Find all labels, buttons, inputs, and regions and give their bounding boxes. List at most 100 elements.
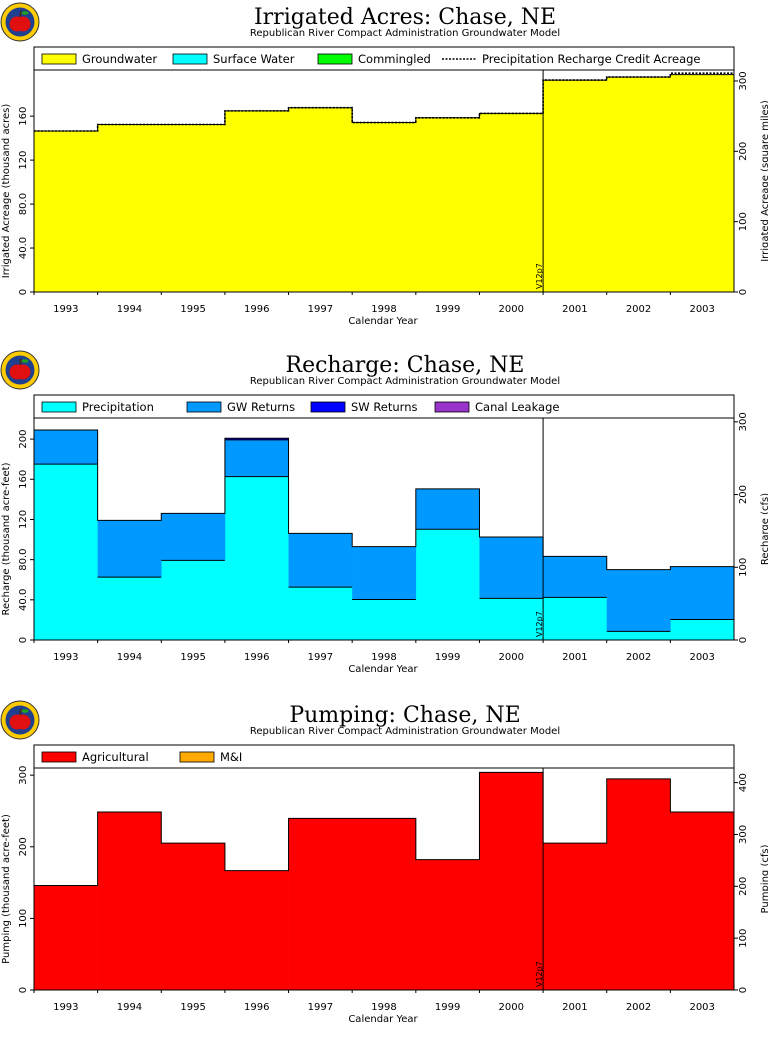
chart-title: Irrigated Acres: Chase, NE bbox=[254, 5, 556, 30]
bar-1996 bbox=[224, 476, 289, 640]
bar-2000 bbox=[479, 598, 544, 640]
x-tick-label: 1994 bbox=[117, 652, 142, 663]
logo-apple-right bbox=[15, 714, 31, 730]
series-precipitation bbox=[34, 464, 735, 640]
legend-label: SW Returns bbox=[351, 400, 417, 414]
bar-1994 bbox=[97, 124, 162, 292]
bar-1994 bbox=[97, 577, 162, 640]
y-tick-label: 0 bbox=[18, 289, 29, 295]
bar-1997 bbox=[288, 533, 353, 588]
bar-2003 bbox=[670, 619, 735, 640]
bar-1996 bbox=[224, 438, 289, 440]
x-tick-label: 2003 bbox=[689, 1002, 714, 1013]
bar-1994 bbox=[97, 811, 162, 990]
y2-tick-label: 0 bbox=[738, 637, 749, 643]
bar-1999 bbox=[415, 529, 480, 640]
y2-tick-label: 200 bbox=[738, 142, 749, 161]
y-axis-left: 0 100 200 300 bbox=[18, 766, 34, 993]
x-tick-label: 1999 bbox=[435, 1002, 460, 1013]
plot-frame bbox=[33, 46, 735, 293]
x-tick-label: 2000 bbox=[499, 652, 524, 663]
legend-label: Agricultural bbox=[82, 750, 149, 764]
plot-frame bbox=[33, 744, 735, 991]
y-tick-label: 300 bbox=[18, 766, 29, 785]
chart-subtitle: Republican River Compact Administration … bbox=[250, 726, 560, 737]
credit-acreage-line bbox=[34, 72, 734, 132]
chart-subtitle: Republican River Compact Administration … bbox=[250, 376, 560, 387]
y-tick-label: 160 bbox=[18, 107, 29, 126]
legend-label: GW Returns bbox=[227, 400, 295, 414]
x-tick-label: 1993 bbox=[53, 652, 78, 663]
y-tick-label: 120 bbox=[18, 510, 29, 529]
bar-2002 bbox=[606, 77, 671, 292]
y-tick-label: 200 bbox=[18, 837, 29, 856]
bar-2000 bbox=[479, 772, 544, 990]
x-axis: 1993 1994 1995 1996 1997 1998 1999 2000 2001 2002… bbox=[33, 990, 715, 1013]
y-tick-label: 80.0 bbox=[18, 193, 29, 215]
x-tick-label: 2003 bbox=[689, 304, 714, 315]
irrigated-acres-panel: Irrigated Acres: Chase, NE Republican Riv… bbox=[0, 0, 768, 340]
legend-label: Groundwater bbox=[82, 52, 157, 66]
x-tick-label: 1995 bbox=[180, 1002, 205, 1013]
legend: Precipitation GW Returns SW Returns Canal L… bbox=[41, 400, 559, 414]
legend-label: M&I bbox=[220, 750, 242, 764]
logo-stem bbox=[19, 10, 22, 18]
legend: Agricultural M&I bbox=[41, 750, 242, 764]
legend-label: Precipitation Recharge Credit Acreage bbox=[482, 52, 701, 66]
y-axis-label: Pumping (thousand acre-feet) bbox=[1, 814, 12, 964]
y2-tick-label: 100 bbox=[738, 929, 749, 948]
version-marker-label: V12p7 bbox=[535, 263, 544, 289]
legend-swatch bbox=[179, 751, 215, 763]
logo-leaf bbox=[21, 359, 29, 363]
y-axis-label: Irrigated Acreage (thousand acres) bbox=[1, 104, 12, 279]
y-axis-right: 0 100 200 300 bbox=[734, 412, 749, 643]
y-tick-label: 0 bbox=[18, 987, 29, 993]
series-gw-returns bbox=[34, 430, 735, 632]
bar-2002 bbox=[606, 778, 671, 990]
y2-tick-label: 100 bbox=[738, 212, 749, 231]
version-marker-label: V12p7 bbox=[535, 611, 544, 637]
x-tick-label: 1998 bbox=[371, 1002, 396, 1013]
apple-logo-icon bbox=[0, 2, 40, 42]
y-tick-label: 100 bbox=[18, 909, 29, 928]
y2-tick-label: 0 bbox=[738, 289, 749, 295]
bar-2002 bbox=[606, 569, 671, 632]
stack-outline bbox=[34, 429, 734, 571]
legend-swatch bbox=[434, 401, 470, 413]
bar-1999 bbox=[415, 859, 480, 990]
y-tick-label: 40.0 bbox=[18, 589, 29, 611]
bar-2003 bbox=[670, 811, 735, 990]
bar-1997 bbox=[288, 587, 353, 640]
bar-1997 bbox=[288, 818, 353, 990]
layer-boundary bbox=[34, 463, 734, 632]
x-tick-label: 1999 bbox=[435, 304, 460, 315]
x-tick-label: 2001 bbox=[562, 652, 587, 663]
bar-1998 bbox=[352, 818, 417, 990]
x-tick-label: 2001 bbox=[562, 1002, 587, 1013]
legend-label: Surface Water bbox=[213, 52, 295, 66]
bar-1995 bbox=[161, 560, 226, 640]
x-axis-label: Calendar Year bbox=[348, 664, 418, 675]
legend-label: Precipitation bbox=[82, 400, 154, 414]
bar-2000 bbox=[479, 113, 544, 292]
logo-apple-right bbox=[15, 16, 31, 32]
x-axis: 1993 1994 1995 1996 1997 1998 1999 2000 2001 2002… bbox=[33, 640, 715, 663]
bar-2001 bbox=[543, 556, 608, 598]
logo-stem bbox=[19, 358, 22, 366]
bar-1995 bbox=[161, 513, 226, 561]
y-axis-left: 0 40.0 80.0 120 160 bbox=[18, 107, 34, 295]
chart-title: Recharge: Chase, NE bbox=[286, 353, 525, 378]
apple-logo-icon bbox=[0, 350, 40, 390]
legend-swatch bbox=[310, 401, 346, 413]
x-tick-label: 1996 bbox=[244, 304, 269, 315]
legend-swatch bbox=[41, 401, 77, 413]
series-agricultural bbox=[34, 772, 735, 990]
y2-tick-label: 200 bbox=[738, 485, 749, 504]
apple-logo-icon bbox=[0, 700, 40, 740]
bar-2001 bbox=[543, 843, 608, 990]
chart-subtitle: Republican River Compact Administration … bbox=[250, 28, 560, 39]
series-groundwater bbox=[34, 74, 735, 292]
x-tick-label: 2003 bbox=[689, 652, 714, 663]
logo-leaf bbox=[21, 709, 29, 713]
